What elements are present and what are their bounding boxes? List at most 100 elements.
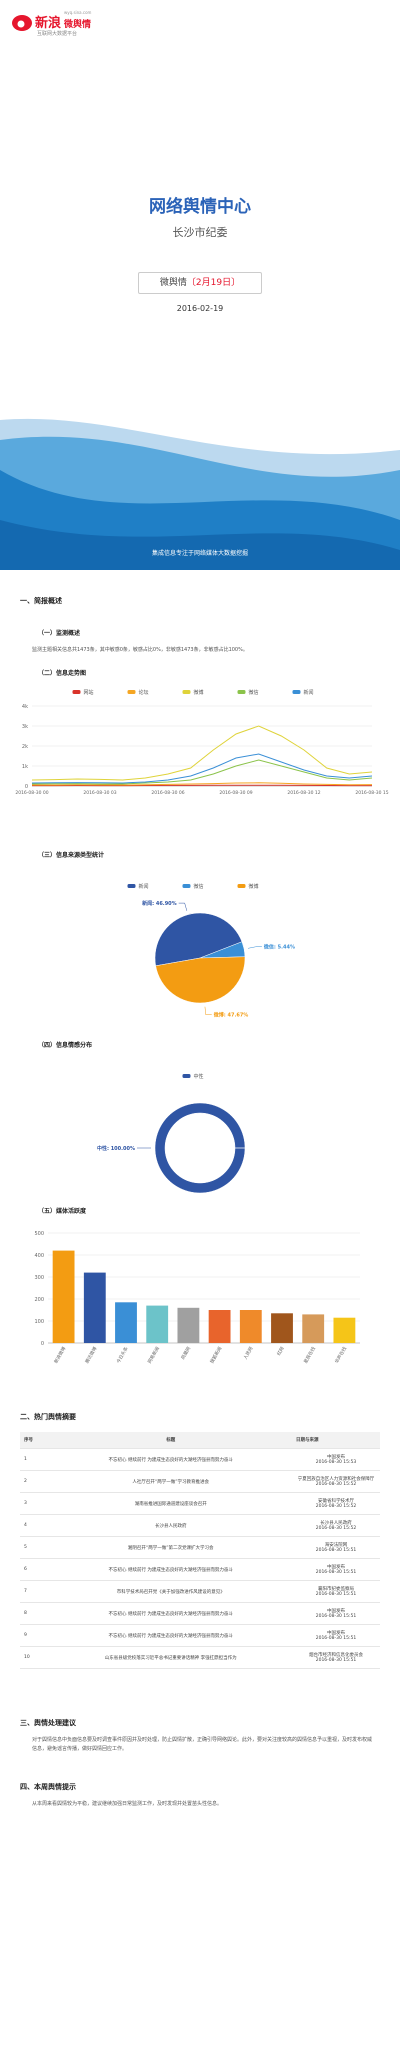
row-title: 山东省县级党校落实习近平总书记重要讲话精神 李强扛鼎担当作为 (49, 1646, 292, 1669)
source-date: 2016-08-30 15:52 (315, 1504, 357, 1509)
subsection-heading: （二）信息走势图 (38, 670, 87, 677)
x-tick-label: 2016-08-30 03 (83, 790, 116, 796)
legend-label: 微信 (194, 883, 204, 890)
x-tick-label: 华声在线 (333, 1345, 348, 1365)
slice-label: 中性: 100.00% (97, 1145, 135, 1152)
row-index: 10 (20, 1646, 50, 1669)
line-series (31, 725, 373, 781)
paragraph: 对于舆情信息中负面信息要及时调查事件原因并及时处理，防止舆情扩散，正确引导网络舆… (32, 1737, 373, 1752)
row-index: 8 (20, 1602, 50, 1625)
legend-swatch (237, 884, 246, 888)
table-row: 1 不忘初心 继续前行 为建成生态良好的大湖经济强县而努力奋斗 中国发布 2016-0… (20, 1448, 380, 1471)
label-leader (178, 902, 188, 911)
line-series (31, 753, 373, 784)
y-tick-label: 100 (34, 1319, 44, 1325)
row-title: 人社厅召开“两学一做”学习教育推进会 (49, 1470, 292, 1493)
row-title: 不忘初心 继续前行 为建成生态良好的大湖经济强县而努力奋斗 (49, 1624, 292, 1647)
table-row: 6 不忘初心 继续前行 为建成生态良好的大湖经济强县而努力奋斗 中国发布 2016-0… (20, 1558, 380, 1581)
label-leader (204, 1006, 212, 1015)
y-tick-label: 500 (34, 1231, 44, 1237)
row-source: 长沙县人民政府 2016-08-30 15:52 (292, 1514, 380, 1537)
y-tick-label: 2k (22, 744, 28, 750)
x-tick-label: 凤凰网 (180, 1346, 192, 1361)
row-title: 湘阴召开“两学一做”第二次党课扩大学习会 (49, 1536, 292, 1559)
section-heading: 一、简报概述 (20, 597, 62, 605)
source-date: 2016-08-30 15:51 (315, 1570, 357, 1575)
x-tick-label: 红网 (275, 1345, 286, 1357)
legend-swatch (72, 690, 81, 694)
source-date: 2016-08-30 15:53 (315, 1460, 357, 1465)
source-date: 2016-08-30 15:51 (315, 1658, 357, 1663)
x-tick-label: 腾讯微博 (83, 1345, 98, 1365)
row-source: 中国发布 2016-08-30 15:51 (292, 1602, 380, 1625)
section-heading: 三、舆情处理建议 (20, 1719, 76, 1727)
row-index: 4 (20, 1514, 50, 1537)
x-tick-label: 搜狐新闻 (208, 1345, 223, 1365)
row-source: 中国发布 2016-08-30 15:51 (292, 1558, 380, 1581)
logo: 新浪 微舆情 wyq.sina.com 互联网大数据平台 (12, 10, 92, 37)
cover-date: 2016-02-19 (176, 304, 224, 313)
y-tick-label: 1k (22, 764, 28, 770)
bar (208, 1310, 231, 1343)
source-name: 中国发布 (327, 1455, 345, 1460)
row-index: 5 (20, 1536, 50, 1559)
legend-label: 论坛 (139, 689, 149, 696)
source-name: 宁夏回族自治区人力资源和社会保障厅 (297, 1477, 375, 1482)
row-title: 不忘初心 继续前行 为建成生态良好的大湖经济强县而努力奋斗 (49, 1602, 292, 1625)
cover-subtitle: 长沙市纪委 (172, 226, 228, 239)
legend-label: 微博 (194, 689, 204, 696)
source-date: 2016-08-30 15:51 (315, 1548, 357, 1553)
url: wyq.sina.com (64, 10, 92, 15)
bar (239, 1310, 262, 1343)
table-header-cell: 序号 (20, 1432, 50, 1449)
row-source: 烟台市经济和信息化委员会 2016-08-30 15:51 (292, 1646, 380, 1669)
table-row: 5 湘阴召开“两学一做”第二次党课扩大学习会 海安法院网 2016-08-30 15:… (20, 1536, 380, 1559)
row-index: 6 (20, 1558, 50, 1581)
y-tick-label: 4k (22, 704, 28, 710)
table-row: 9 不忘初心 继续前行 为建成生态良好的大湖经济强县而努力奋斗 中国发布 2016-0… (20, 1624, 380, 1647)
row-index: 9 (20, 1624, 50, 1647)
source-date: 2016-08-30 15:52 (315, 1482, 357, 1487)
y-tick-label: 200 (34, 1297, 44, 1303)
row-source: 安徽省科学技术厅 2016-08-30 15:52 (292, 1492, 380, 1515)
legend-swatch (127, 690, 136, 694)
row-index: 3 (20, 1492, 50, 1515)
row-index: 1 (20, 1448, 50, 1471)
table-header-cell: 日期与来源 (292, 1432, 380, 1449)
row-title: 长沙县人民政府 (49, 1514, 292, 1537)
wave (0, 520, 400, 570)
source-date: 2016-08-30 15:52 (315, 1526, 357, 1531)
y-tick-label: 3k (22, 724, 28, 730)
row-index: 7 (20, 1580, 50, 1603)
slice-label: 微信: 5.44% (263, 944, 295, 951)
section-heading: 四、本周舆情提示 (20, 1783, 76, 1791)
subsection-heading: （一）监测概述 (38, 630, 81, 637)
legend-swatch (292, 690, 301, 694)
source-name: 长沙县人民政府 (320, 1521, 352, 1526)
subsection-heading: （三）信息来源类型统计 (38, 852, 105, 859)
row-title: 不忘初心 继续前行 为建成生态良好的大湖经济强县而努力奋斗 (49, 1448, 292, 1471)
legend-label: 中性 (194, 1073, 204, 1080)
table-row: 10 山东省县级党校落实习近平总书记重要讲话精神 李强扛鼎担当作为 烟台市经济和信息… (20, 1646, 380, 1669)
source-date: 2016-08-30 15:51 (315, 1636, 357, 1641)
line-series (31, 759, 373, 785)
bar (333, 1317, 356, 1343)
row-source: 中国发布 2016-08-30 15:53 (292, 1448, 380, 1471)
summary-table: 序号 标题 日期与来源 1 不忘初心 继续前行 为建成生态良好的大湖经济强县而努力奋斗中… (20, 1432, 380, 1669)
legend-label: 新闻 (304, 689, 314, 696)
banner-text: 集成信息专注于网络媒体大数据挖掘 (152, 549, 248, 557)
banner: 集成信息专注于网络媒体大数据挖掘 (0, 418, 400, 570)
table-wrap: 序号 标题 日期与来源 1 不忘初心 继续前行 为建成生态良好的大湖经济强县而努力奋斗中… (20, 1432, 380, 1669)
x-tick-label: 今日头条 (115, 1345, 130, 1365)
legend-label: 微信 (249, 689, 259, 696)
badge: 微舆情〔2月19日〕 (138, 272, 262, 294)
pie-slice (154, 912, 243, 967)
y-tick-label: 0 (41, 1341, 44, 1347)
media-bar: 0 100 200 300 400 500 新浪微博 腾讯微博 今日头条 网易新闻 凤凰网 搜狐新闻 人… (34, 1231, 360, 1365)
x-tick-label: 人民网 (243, 1346, 255, 1361)
product-name: 微舆情 (63, 18, 91, 30)
source-name: 海安法院网 (324, 1543, 348, 1548)
paragraph: 监测主题相关信息共1473条，其中敏感0条，敏感占比0%，非敏感1473条，非敏… (32, 647, 248, 653)
